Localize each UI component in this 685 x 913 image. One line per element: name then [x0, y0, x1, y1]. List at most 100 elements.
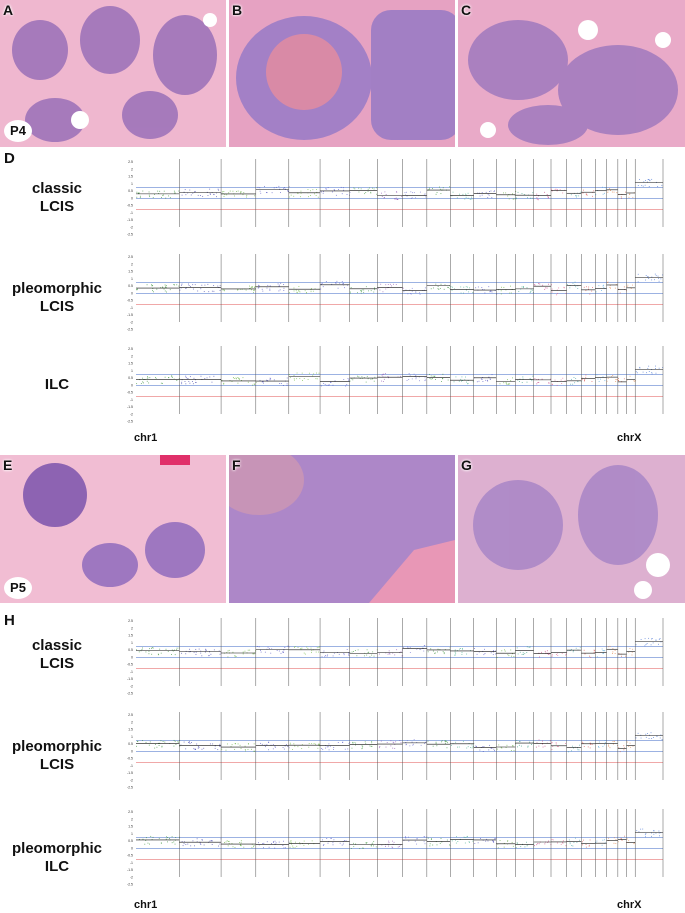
row-label-line2: LCIS [39, 655, 75, 672]
chromosome-segment [551, 838, 568, 847]
chromosome-segment [426, 740, 451, 749]
chromosome-segment [349, 741, 378, 750]
chromosome-segment [606, 374, 618, 382]
chromosome-segment [581, 286, 596, 295]
chromosome-segment [515, 191, 534, 200]
chromosome-segment [179, 648, 222, 657]
chromosome-segment [635, 828, 663, 838]
histology-panel-g: G [458, 455, 685, 603]
chromosome-segment [595, 740, 607, 748]
row-label-p5-pleomorphic-ilc: pleomorphic ILC [2, 840, 112, 876]
chromosome-segment [221, 840, 256, 849]
chromosome-segment [179, 188, 222, 198]
row-label-p4-ilc: ILC [2, 376, 112, 394]
chromosome-segment [595, 374, 608, 382]
chromosome-segment [288, 646, 321, 655]
histology-panel-a: A P4 [0, 0, 226, 147]
chromosome-segment [402, 287, 427, 295]
chromosome-segment [402, 836, 428, 845]
y-tick-label: 1 [131, 277, 133, 281]
y-tick-label: -0.5 [127, 204, 133, 208]
chromosome-segment [533, 840, 552, 847]
chromosome-segment [626, 648, 636, 656]
y-tick-label: 1.5 [128, 634, 133, 638]
chromosome-segment [349, 840, 378, 850]
y-tick-label: -2.5 [127, 233, 133, 237]
row-label-line1: pleomorphic [11, 738, 102, 755]
chromosome-segment [255, 185, 290, 194]
y-tick-label: -2.5 [127, 692, 133, 696]
he-image-f [229, 455, 455, 603]
chromosome-segment [496, 840, 516, 849]
y-tick-label: 0.5 [128, 284, 133, 288]
panel-letter: E [3, 457, 13, 473]
y-tick-label: 0.5 [128, 648, 133, 652]
y-tick-label: 1 [131, 369, 133, 373]
y-tick-label: 1.5 [128, 175, 133, 179]
he-image-c [458, 0, 685, 147]
chromosome-segment [626, 375, 637, 382]
row-label-line1: pleomorphic [11, 840, 102, 857]
chromosome-segment [349, 286, 378, 294]
y-tick-label: -2.5 [127, 328, 133, 332]
chromosome-segment [617, 653, 627, 657]
chromosome-segment [255, 645, 290, 654]
chromosome-segment [426, 373, 451, 382]
chromosome-segment [377, 373, 403, 382]
row-label-line1: classic [31, 637, 83, 654]
chromosome-segment [450, 376, 474, 385]
histology-panel-c: C [458, 0, 685, 147]
chromosome-segment [626, 741, 636, 748]
row-label-line2: LCIS [39, 298, 75, 315]
chromosome-segment [635, 178, 663, 187]
chromosome-segment [136, 190, 180, 199]
chromosome-segment [617, 745, 627, 753]
chromosome-segment [551, 377, 567, 386]
chromosome-segment [515, 739, 534, 748]
y-tick-label: -1 [130, 764, 133, 768]
chromosome-segment [320, 280, 350, 290]
chromosome-segment [581, 189, 596, 197]
row-label-line2: LCIS [39, 756, 75, 773]
cn-plot-svg: 2.5 2 1.5 1 0.5 0 -0.5 -1 -1.5 -2 -2.5 [127, 346, 664, 424]
chromosome-segment [450, 835, 474, 844]
y-tick-label: 1 [131, 641, 133, 645]
y-tick-label: -0.5 [127, 854, 133, 858]
section-letter-h: H [4, 612, 15, 629]
chromosome-segment [320, 837, 350, 846]
row-label-p5-classic-lcis: classic LCIS [2, 637, 112, 673]
he-image-a [0, 0, 226, 147]
y-tick-label: -1 [130, 861, 133, 865]
chromosome-segment [426, 837, 451, 847]
y-tick-label: -1.5 [127, 218, 133, 222]
chr-first-label: chr1 [134, 899, 158, 911]
chromosome-segment [515, 841, 535, 849]
y-tick-label: 1 [131, 832, 133, 836]
y-tick-label: 0 [131, 383, 133, 387]
chr-last-label: chrX [617, 432, 642, 444]
y-tick-label: -1.5 [127, 677, 133, 681]
chromosome-segment [566, 191, 582, 198]
chromosome-segment [450, 648, 474, 656]
y-tick-label: 2.5 [128, 347, 133, 351]
chromosome-segment [255, 840, 290, 849]
chromosome-segment [402, 645, 428, 653]
chromosome-segment [595, 648, 607, 658]
chromosome-segment [606, 645, 618, 654]
chromosome-segment [515, 646, 534, 655]
chromosome-segment [566, 376, 582, 385]
chromosome-segment [635, 365, 664, 375]
y-tick-label: 2 [131, 354, 133, 358]
chromosome-segment [635, 637, 663, 647]
cn-track-p5-pleomorphic-lcis: 2.5 2 1.5 1 0.5 0 -0.5 -1 -1.5 -2 -2.5 [120, 708, 665, 798]
chromosome-segment [402, 739, 427, 747]
chromosome-segment [566, 744, 582, 753]
chromosome-segment [377, 649, 404, 657]
chromosome-segment [581, 839, 596, 848]
y-tick-label: 0 [131, 196, 133, 200]
panel-letter: A [3, 2, 14, 18]
y-tick-label: 0.5 [128, 839, 133, 843]
chromosome-segment [606, 188, 618, 194]
chromosome-segment [566, 647, 582, 653]
chromosome-segment [473, 837, 497, 844]
